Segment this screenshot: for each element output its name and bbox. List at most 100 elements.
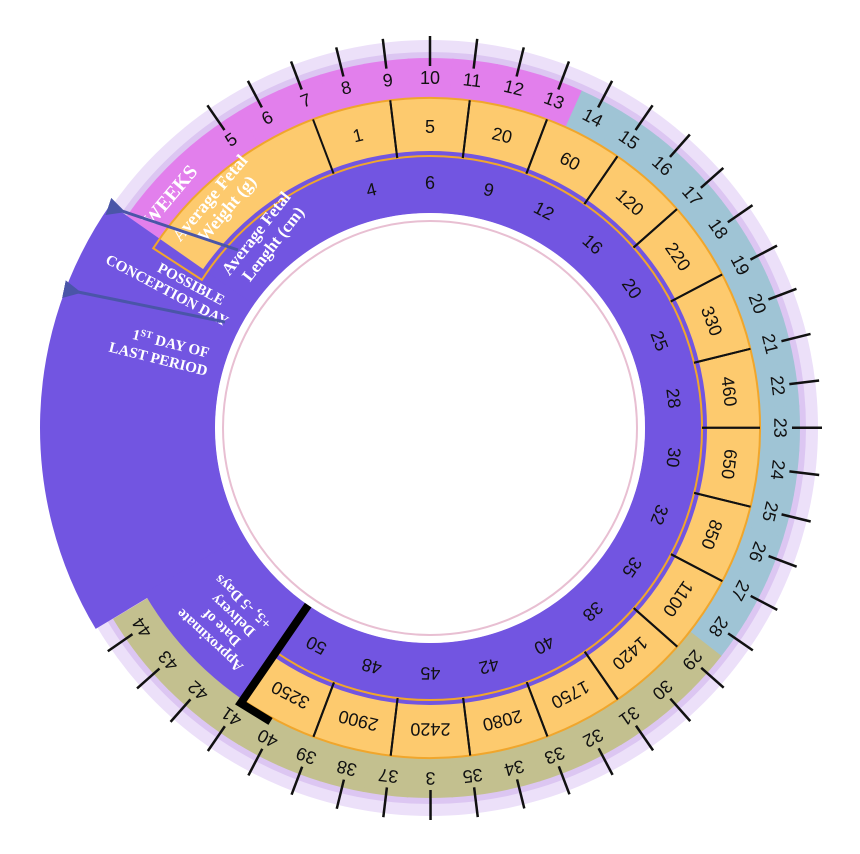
week-tick xyxy=(749,244,778,261)
week-segment xyxy=(757,405,800,452)
length-value: 45 xyxy=(420,663,440,683)
week-tick xyxy=(597,80,614,109)
week-tick xyxy=(136,667,161,690)
period-sector xyxy=(39,204,254,629)
weight-divider xyxy=(312,119,335,175)
week-tick xyxy=(335,47,345,77)
week-label: 25 xyxy=(758,499,782,523)
weight-divider xyxy=(633,607,678,648)
weight-divider xyxy=(525,119,548,175)
week-segment xyxy=(449,750,498,798)
week-tick xyxy=(472,787,480,818)
week-tick xyxy=(727,204,754,224)
week-tick xyxy=(634,724,655,752)
week-tick xyxy=(700,167,725,189)
weight-divider xyxy=(670,273,723,303)
week-segment xyxy=(488,741,541,793)
week-tick xyxy=(789,470,820,477)
length-value: 4 xyxy=(364,179,379,201)
week-tick xyxy=(206,725,226,752)
week-tick xyxy=(515,47,525,77)
week-segment xyxy=(406,755,453,798)
week-segment xyxy=(407,58,454,101)
ordinal-suffix: ST xyxy=(139,328,154,342)
week-segment xyxy=(729,275,784,332)
week-segment xyxy=(527,74,583,130)
week-tick xyxy=(557,61,571,90)
week-tick xyxy=(768,554,798,568)
week-tick xyxy=(290,766,304,796)
weight-divider xyxy=(462,697,472,756)
length-value: 30 xyxy=(662,446,684,468)
week-segment xyxy=(728,525,784,581)
weight-divider xyxy=(389,697,399,756)
weight-value: 5 xyxy=(425,117,435,137)
week-tick xyxy=(700,666,725,689)
length-value: 48 xyxy=(360,654,384,678)
week-tick xyxy=(515,779,526,809)
week-segment xyxy=(277,726,333,782)
week-tick xyxy=(781,332,811,343)
week-tick xyxy=(750,594,778,611)
week-label: 37 xyxy=(377,765,399,787)
week-tick xyxy=(781,513,811,523)
week-tick xyxy=(382,787,389,818)
week-tick xyxy=(557,765,571,795)
week-tick xyxy=(669,133,691,158)
length-value: 42 xyxy=(477,654,501,678)
center xyxy=(215,213,645,643)
weight-divider xyxy=(693,491,751,508)
week-segment xyxy=(319,63,373,115)
week-label: 24 xyxy=(767,459,789,481)
week-tick xyxy=(767,287,797,301)
ordinal: 1 xyxy=(130,327,141,344)
weight-divider xyxy=(389,100,399,159)
weight-divider xyxy=(312,682,335,738)
week-segment xyxy=(752,361,800,410)
last-period-arrow xyxy=(62,280,226,324)
conception-arrow xyxy=(105,197,239,252)
week-segment xyxy=(319,740,372,793)
week-label: 34 xyxy=(502,756,526,780)
week-tick xyxy=(597,747,614,776)
length-value: 9 xyxy=(481,179,496,201)
weight-divider xyxy=(583,651,619,700)
length-value: 6 xyxy=(425,173,435,193)
week-tick xyxy=(206,104,226,131)
week-label: 10 xyxy=(420,68,440,88)
weight-value: 460 xyxy=(717,375,740,407)
week-label: 8 xyxy=(339,77,354,99)
week-tick xyxy=(247,748,264,776)
weight-value: 2420 xyxy=(410,719,450,739)
center-ring xyxy=(222,220,638,636)
delivery-marker xyxy=(235,602,312,725)
week-label: 21 xyxy=(758,332,782,356)
week-tick xyxy=(289,61,303,90)
week-tick xyxy=(169,698,192,723)
week-label: 38 xyxy=(335,756,359,780)
week-segment xyxy=(449,58,498,106)
weight-value: 1 xyxy=(351,125,366,147)
week-label: 11 xyxy=(462,69,483,91)
weight-divider xyxy=(583,155,619,205)
weight-divider xyxy=(461,100,471,159)
week-label: 9 xyxy=(382,70,394,91)
week-label: 12 xyxy=(502,76,526,100)
week-tick xyxy=(669,697,692,722)
week-segment xyxy=(743,317,795,370)
week-segment xyxy=(752,447,800,496)
week-segment xyxy=(363,58,412,106)
weight-divider xyxy=(525,681,549,737)
weight-value: 20 xyxy=(490,123,514,147)
week-tick xyxy=(335,779,346,810)
weight-divider xyxy=(670,553,723,582)
weight-divider xyxy=(632,208,678,249)
week-tick xyxy=(727,632,754,652)
week-segment xyxy=(526,726,583,782)
week-segment xyxy=(489,64,542,116)
week-segment xyxy=(362,750,411,798)
week-segment xyxy=(742,486,794,540)
